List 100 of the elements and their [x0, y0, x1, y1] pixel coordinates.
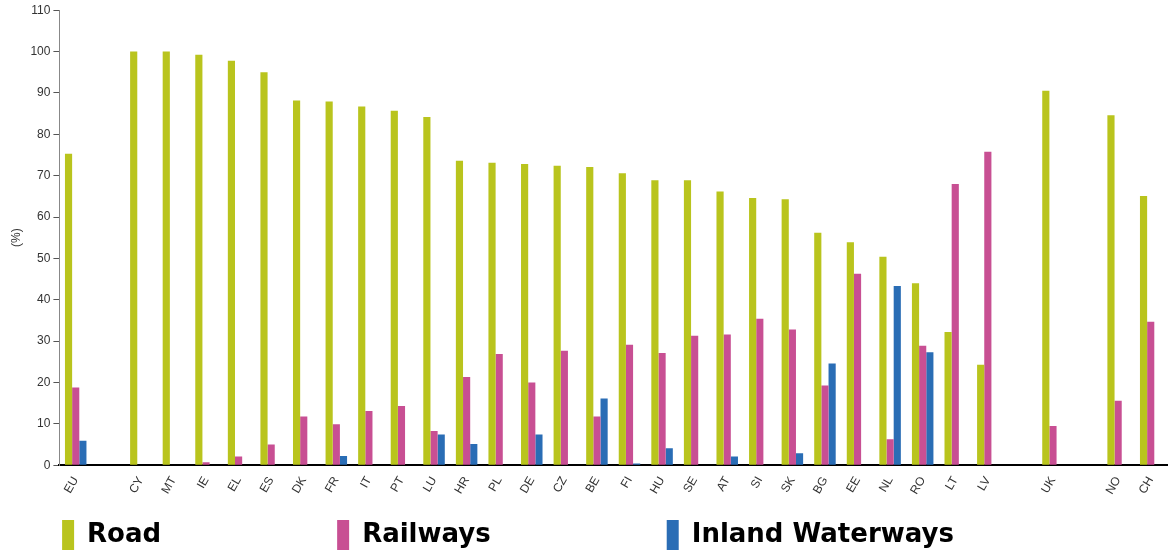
- bar: [339, 456, 348, 465]
- bar: [828, 363, 836, 465]
- bar: [202, 462, 210, 465]
- bar: [332, 424, 340, 465]
- y-tick-label: 50: [37, 250, 51, 265]
- x-tick-label: NL: [875, 473, 896, 495]
- x-tick-label: IT: [356, 473, 375, 491]
- bar: [788, 329, 796, 465]
- legend-label: Inland Waterways: [691, 517, 1110, 548]
- x-tick-label: LU: [419, 473, 440, 495]
- bar: [358, 106, 366, 465]
- bar: [560, 350, 568, 465]
- bar: [716, 191, 724, 465]
- y-tick-label: 90: [37, 85, 51, 100]
- bar: [64, 153, 73, 465]
- bar: [430, 430, 438, 465]
- y-tick-label: 30: [37, 333, 51, 348]
- y-tick-label: 0: [43, 457, 51, 472]
- bar: [1042, 90, 1050, 465]
- x-tick-label: SE: [679, 473, 701, 495]
- bar: [470, 444, 478, 465]
- bar: [821, 385, 829, 465]
- bar: [886, 439, 894, 465]
- legend-label: Road: [87, 517, 318, 548]
- bar: [227, 60, 236, 465]
- x-tick-label: LT: [942, 473, 962, 493]
- bar: [951, 183, 959, 465]
- x-tick-label: RO: [907, 473, 929, 497]
- bar: [300, 416, 308, 465]
- x-tick-label: EE: [842, 473, 863, 495]
- bar: [814, 232, 822, 465]
- bar: [1114, 400, 1122, 465]
- x-tick-label: UK: [1038, 473, 1059, 496]
- x-tick-label: BE: [582, 473, 603, 495]
- bar: [944, 332, 952, 465]
- bar: [756, 318, 764, 465]
- x-tick-label: EL: [224, 473, 245, 494]
- y-tick-label: 20: [37, 374, 51, 389]
- x-tick-label: AT: [713, 473, 734, 494]
- bar: [397, 406, 406, 465]
- bar: [600, 398, 608, 465]
- x-tick-label: CY: [125, 473, 147, 496]
- bar: [365, 411, 373, 465]
- bar: [984, 151, 992, 465]
- x-tick-label: BG: [809, 473, 831, 496]
- bar: [911, 283, 920, 465]
- bar: [977, 364, 985, 465]
- bar: [267, 444, 275, 465]
- x-tick-label: ES: [256, 473, 277, 495]
- x-tick-label: PL: [485, 473, 505, 494]
- bar: [423, 116, 431, 465]
- y-tick-label: 40: [37, 292, 51, 307]
- x-tick-label: HU: [646, 473, 668, 496]
- bar: [853, 273, 862, 465]
- bar: [72, 387, 80, 465]
- bar: [658, 353, 666, 465]
- bar: [390, 110, 398, 465]
- bar: [437, 434, 445, 465]
- legend-label: Railways: [362, 517, 647, 548]
- bar: [683, 180, 692, 465]
- bar: [618, 173, 626, 465]
- bar: [723, 334, 731, 465]
- y-tick-label: 60: [37, 209, 51, 224]
- x-tick-label: EU: [60, 473, 82, 496]
- y-tick-label: 10: [37, 416, 51, 431]
- y-tick-label: 100: [30, 43, 51, 58]
- bar: [79, 440, 87, 465]
- bar: [463, 377, 471, 465]
- bar: [1049, 425, 1057, 465]
- bar: [691, 335, 699, 465]
- bar: [235, 456, 243, 465]
- x-tick-label: CH: [1135, 473, 1157, 496]
- bar: [1139, 195, 1148, 465]
- x-tick-label: SI: [747, 473, 766, 491]
- y-axis-title: (%): [8, 228, 23, 248]
- x-tick-label: IE: [193, 473, 212, 491]
- bar: [325, 101, 333, 465]
- x-tick-label: HR: [451, 473, 473, 496]
- y-tick-label: 110: [31, 2, 51, 17]
- bar: [1147, 321, 1155, 465]
- y-tick-label: 80: [37, 126, 51, 141]
- bar: [893, 286, 901, 465]
- x-tick-label: LV: [974, 473, 994, 493]
- x-tick-label: PT: [387, 473, 408, 495]
- bar: [781, 199, 789, 465]
- x-tick-label: FI: [617, 473, 635, 491]
- bar: [162, 51, 170, 465]
- x-tick-label: CZ: [549, 473, 570, 495]
- bar: [130, 51, 138, 465]
- bar: [292, 100, 301, 465]
- bar: [1107, 115, 1115, 465]
- bar: [260, 72, 268, 465]
- bar: [919, 345, 927, 465]
- bar: [665, 448, 673, 465]
- bar: [846, 242, 854, 465]
- bar: [553, 165, 561, 465]
- bar: [455, 160, 464, 465]
- bar: [879, 256, 887, 465]
- bar: [488, 162, 496, 465]
- bar: [926, 352, 934, 465]
